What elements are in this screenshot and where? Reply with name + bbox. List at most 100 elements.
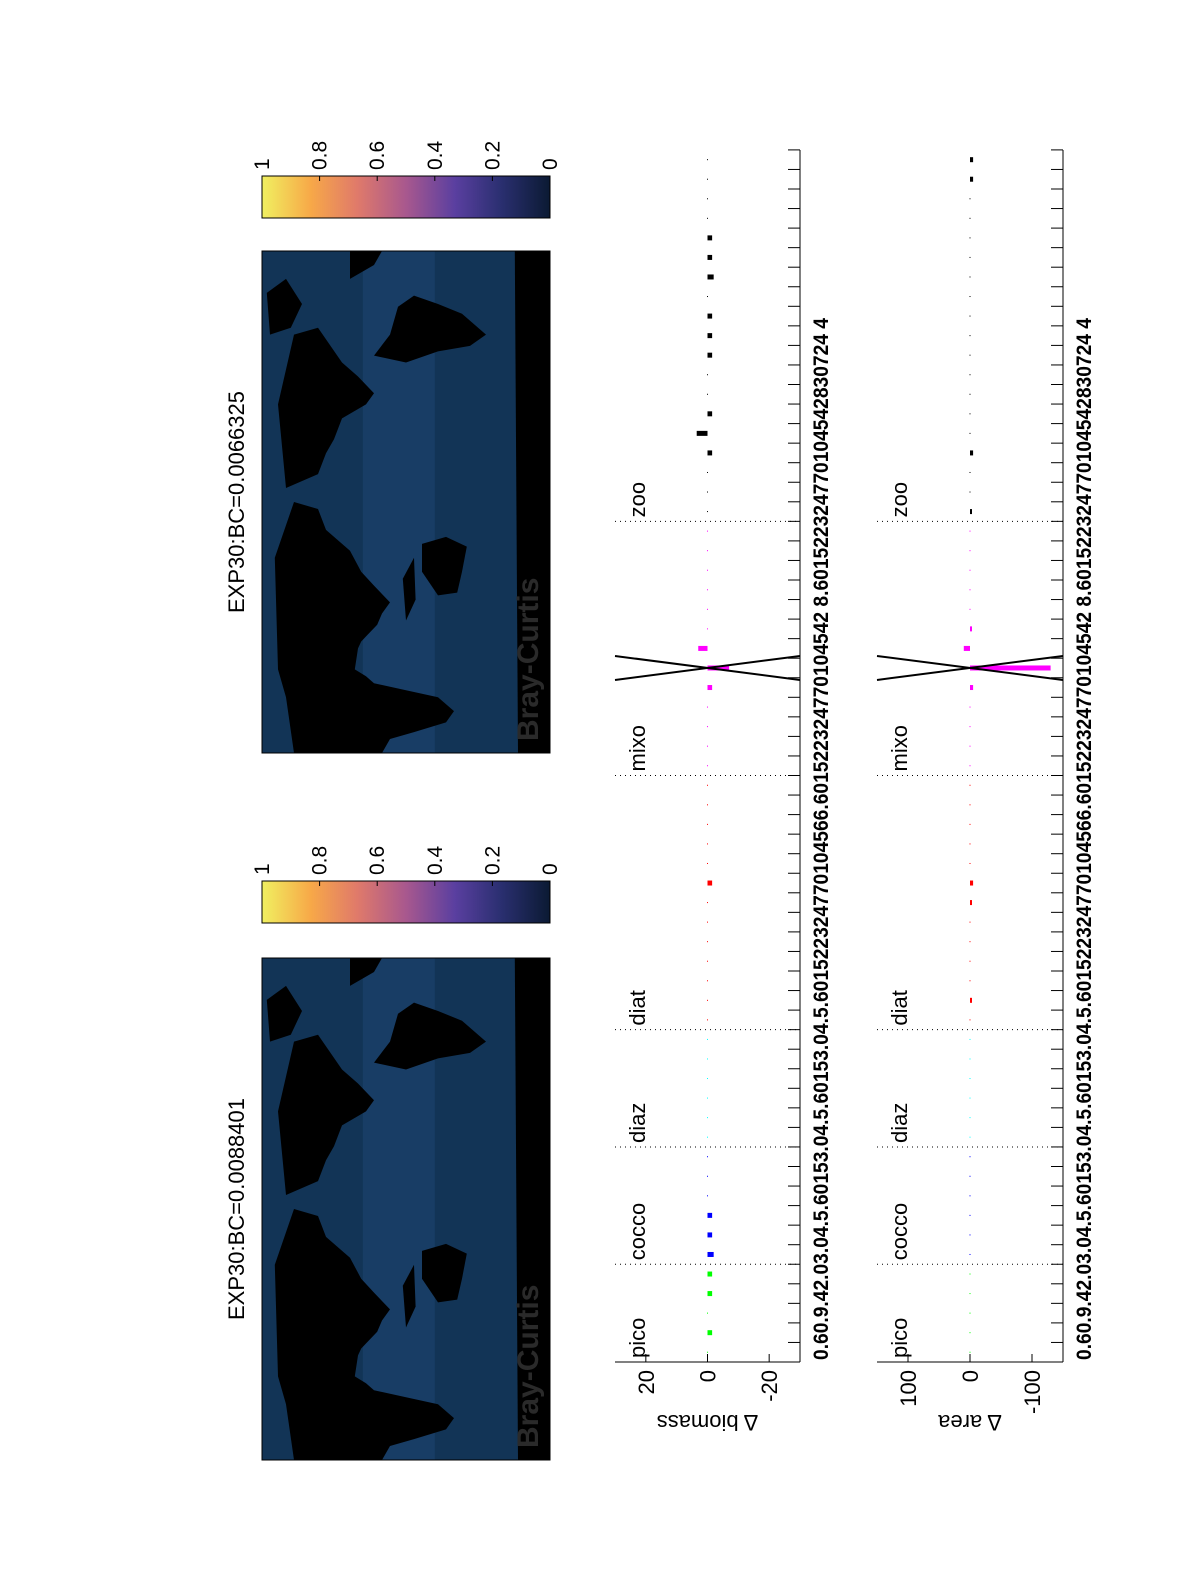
bar-mixo (707, 589, 708, 591)
group-label-diat: diat (887, 990, 912, 1025)
bar-pico (707, 1312, 708, 1314)
bar-diaz (707, 1058, 708, 1060)
bar-mixo (707, 608, 708, 610)
bar-diaz (707, 1078, 708, 1080)
bar-mixo (963, 645, 970, 651)
group-label-pico: pico (887, 1318, 912, 1358)
bar-zoo (969, 374, 971, 376)
bar-zoo (707, 471, 708, 473)
colorbar-tick-label: 1 (251, 863, 274, 875)
bar-zoo (707, 217, 708, 219)
bar-diat (969, 980, 971, 982)
bar-diat (707, 862, 708, 864)
bar-pico (707, 1291, 713, 1297)
bar-diat (969, 843, 971, 845)
colorbar-1: 0 0.2 0.4 0.6 0.8 1 (251, 845, 562, 924)
group-label-mixo: mixo (887, 725, 912, 771)
bar-diat (969, 941, 971, 943)
bar-zoo (969, 471, 971, 473)
group-label-zoo: zoo (887, 482, 912, 517)
x-marker-line (876, 654, 1064, 681)
x-marker-line (614, 654, 801, 681)
bar-zoo (969, 296, 971, 298)
bar-diat (707, 999, 708, 1001)
group-label-diaz: diaz (625, 1103, 650, 1143)
colorbar-2: 0 0.2 0.4 0.6 0.8 1 (251, 140, 562, 219)
bar-mixo (707, 706, 708, 708)
bar-zoo (707, 296, 708, 298)
bar-diaz (969, 1097, 971, 1099)
bar-diat (970, 900, 972, 906)
bar-zoo (707, 374, 708, 376)
x-tick-labels: 0.60.9.42.03.04.5.60153.04.5.60153.04.5.… (810, 318, 833, 1360)
bar-mixo (970, 626, 972, 632)
bar-diat (707, 880, 713, 886)
bar-pico (969, 1293, 971, 1295)
bar-mixo (707, 628, 708, 630)
group-label-diaz: diaz (887, 1103, 912, 1143)
map-panel-2: EXP30:BC=0.0066325 Bray-Curtis (224, 250, 551, 754)
bar-zoo (969, 413, 971, 415)
bar-mixo (970, 665, 1051, 671)
map-title: EXP30:BC=0.0066325 (224, 391, 249, 613)
chart-1: 20 0 -20 Δ biomass 0.60.9.42.03.04.5.60153.0… (614, 149, 833, 1435)
colorbar-tick-label: 0.2 (481, 141, 504, 170)
bar-diat (970, 997, 972, 1003)
bar-diaz (707, 1038, 708, 1040)
y-tick-label: 100 (896, 1370, 921, 1407)
bar-zoo (707, 352, 713, 358)
bar-diat (969, 960, 971, 962)
bar-mixo (969, 726, 971, 728)
bar-mixo (970, 685, 974, 691)
group-label-diat: diat (625, 990, 650, 1025)
map-equatorial-band (362, 958, 435, 1460)
colorbar-tick-label: 0.4 (424, 845, 447, 875)
bar-cocco (707, 1175, 708, 1177)
colorbar-tick-label: 0 (539, 863, 562, 875)
bar-zoo (707, 159, 708, 161)
bar-pico (707, 1351, 708, 1353)
colorbar-gradient (261, 175, 551, 219)
bar-zoo (970, 450, 974, 456)
bar-diat (969, 804, 971, 806)
bar-cocco (969, 1175, 971, 1177)
bar-diat (969, 862, 971, 864)
y-tick-label: -20 (757, 1370, 782, 1402)
bar-mixo (969, 530, 971, 532)
colorbar-tick-label: 0.2 (481, 846, 504, 875)
bar-diaz (707, 1136, 708, 1138)
map-frame (261, 250, 551, 754)
bar-diaz (969, 1038, 971, 1040)
bar-diat (707, 960, 708, 962)
bar-zoo (707, 254, 713, 260)
map-frame (261, 957, 551, 1461)
bar-zoo (969, 335, 971, 337)
bar-zoo (969, 256, 971, 258)
bar-cocco (707, 1195, 708, 1197)
bar-zoo (707, 235, 713, 241)
bar-diat (970, 880, 974, 886)
bar-diat (707, 804, 708, 806)
map-panel-1: EXP30:BC=0.0088401 Bray-Curtis (224, 957, 551, 1461)
group-label-mixo: mixo (625, 725, 650, 771)
bar-cocco (707, 1251, 714, 1257)
bar-diat (969, 784, 971, 786)
bar-mixo (707, 685, 713, 691)
bar-diat (707, 941, 708, 943)
colorbar-tick-label: 0.8 (309, 141, 332, 170)
bar-diaz (707, 1117, 708, 1119)
bar-diat (707, 902, 708, 904)
bar-mixo (707, 765, 708, 767)
colorbar-tick-label: 0.8 (309, 846, 332, 875)
bar-diat (969, 1019, 971, 1021)
bar-pico (707, 1330, 713, 1336)
bar-mixo (707, 745, 708, 747)
bar-diat (707, 921, 708, 923)
colorbar-tick-label: 0.4 (424, 140, 447, 170)
colorbar-tick-label: 0.6 (366, 141, 389, 170)
bar-zoo (969, 491, 971, 493)
bar-zoo (969, 432, 971, 434)
bar-cocco (969, 1156, 971, 1158)
